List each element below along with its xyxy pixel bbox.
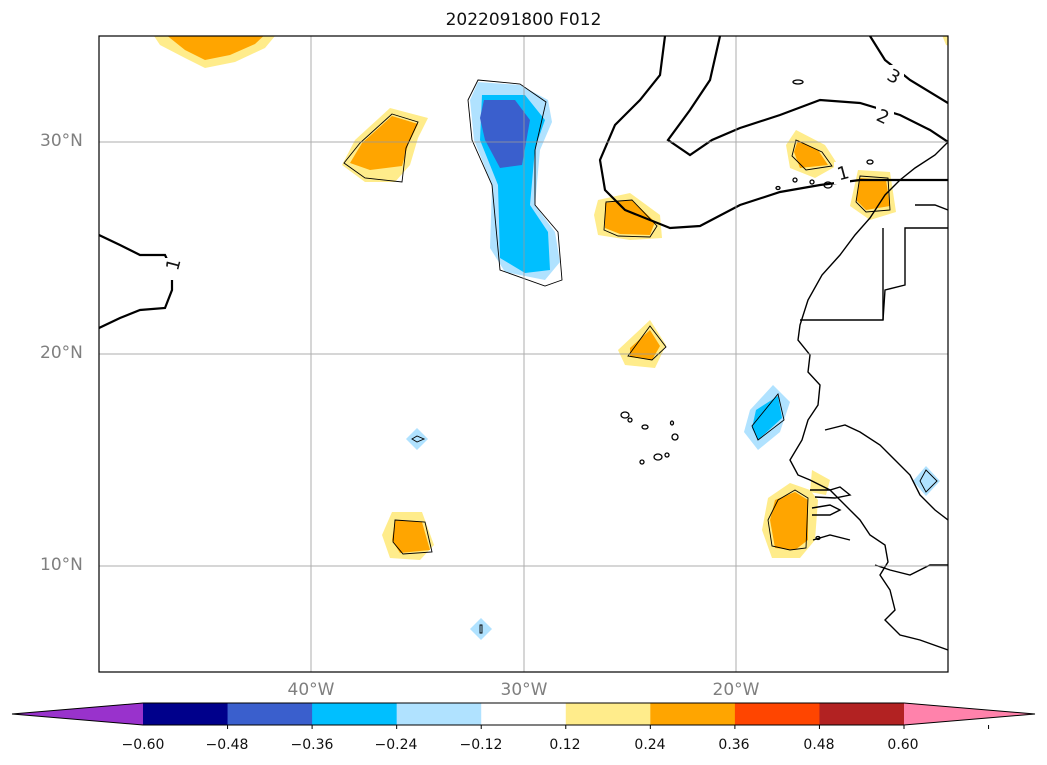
colorbar-segment <box>227 703 313 725</box>
negative-anomaly-patch <box>406 428 428 450</box>
gridlines <box>99 36 948 672</box>
colorbar-segment <box>650 703 736 725</box>
colorbar-segment <box>819 703 905 725</box>
anomaly-shading <box>154 36 948 640</box>
map-frame <box>98 35 949 673</box>
colorbar-tick: 0.48 <box>803 737 835 753</box>
colorbar-extend-low <box>12 703 143 725</box>
colorbar-segment <box>312 703 398 725</box>
contour-line-3 <box>869 36 948 104</box>
colorbar-outline <box>11 702 1036 726</box>
anomaly-contours <box>343 79 938 634</box>
colorbar-extend-high <box>904 703 1035 725</box>
contour-line-1-main <box>598 36 948 230</box>
colorbar-segment <box>143 703 229 725</box>
map-content: 1 1 2 3 <box>99 36 948 672</box>
colorbar-tick: 0.36 <box>718 737 750 753</box>
coastline <box>789 141 948 651</box>
lon-label-40w: 40°W <box>287 680 335 700</box>
lon-label-30w: 30°W <box>500 680 548 700</box>
contour-label: 1 <box>162 256 185 272</box>
lat-label-30n: 30°N <box>40 131 83 151</box>
colorbar-segment <box>565 703 651 725</box>
colorbar-segment <box>481 703 567 725</box>
contour-line-1-east <box>666 36 948 157</box>
colorbar-tick: 0.60 <box>887 737 919 753</box>
colorbar-tick: −0.36 <box>290 737 334 753</box>
map-title: 2022091800 F012 <box>445 10 602 30</box>
lat-label-10n: 10°N <box>40 555 83 575</box>
contour-label: 1 <box>835 162 851 185</box>
colorbar-segment <box>396 703 482 725</box>
colorbar-tick: −0.48 <box>205 737 249 753</box>
lon-label-20w: 20°W <box>712 680 760 700</box>
colorbar-segment <box>734 703 820 725</box>
colorbar-tick: −0.60 <box>121 737 165 753</box>
contour-labels: 1 1 2 3 <box>162 65 904 280</box>
colorbar-tick: 0.24 <box>634 737 666 753</box>
colorbar-tick: −0.12 <box>459 737 503 753</box>
lat-label-20n: 20°N <box>40 343 83 363</box>
colorbar <box>11 702 1036 729</box>
colorbar-tick: 0.12 <box>549 737 581 753</box>
negative-anomaly-patch <box>913 466 940 496</box>
islands <box>620 79 874 541</box>
colorbar-tick: −0.24 <box>374 737 418 753</box>
contour-line-1-west <box>99 234 174 329</box>
